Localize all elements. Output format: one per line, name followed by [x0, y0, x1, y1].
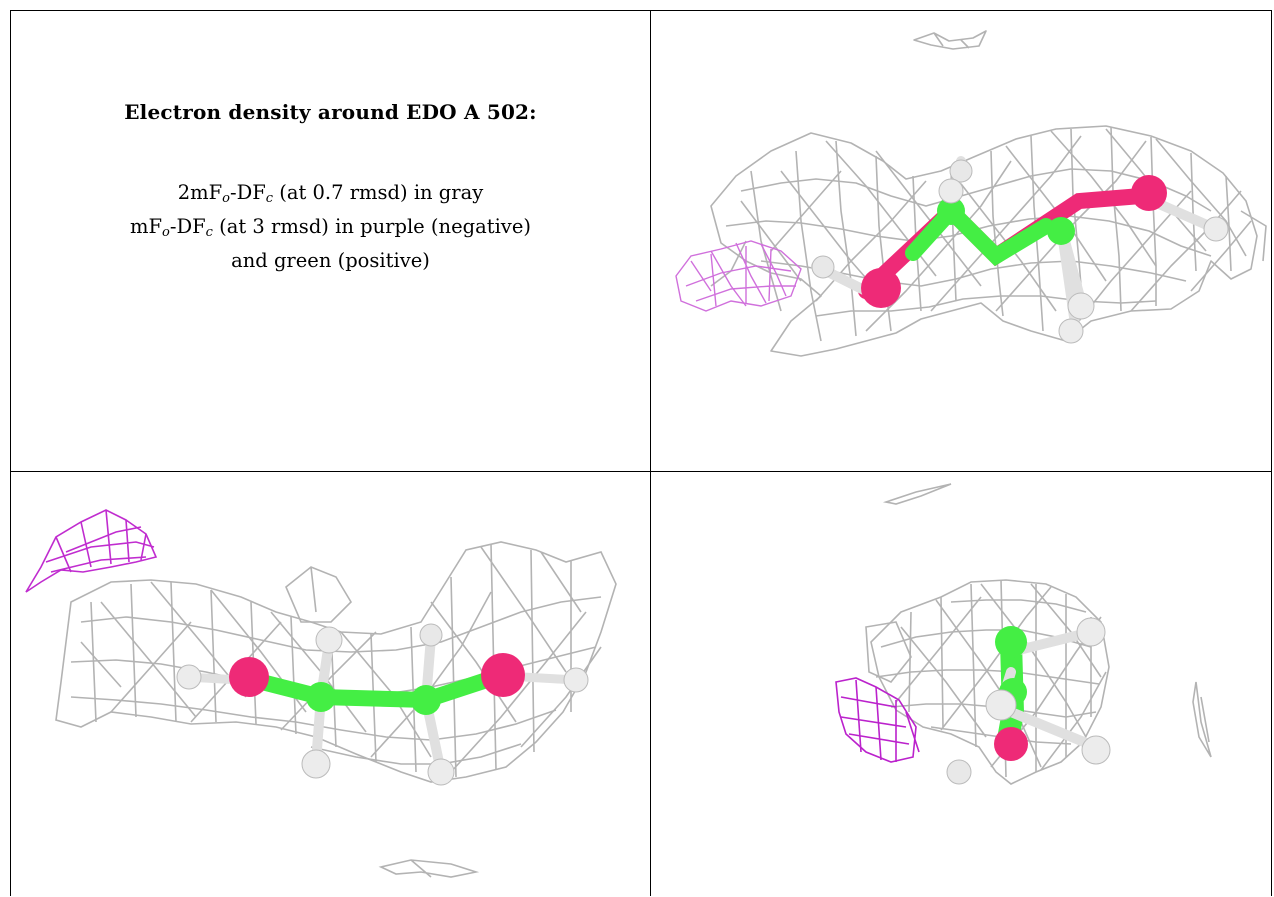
- density-panel-bottom-right: [651, 472, 1271, 896]
- legend-line-2fofc: 2mFo-DFc (at 0.7 rmsd) in gray: [177, 181, 484, 206]
- legend-line-positive: and green (positive): [231, 249, 430, 272]
- purple-mesh-icon: [675, 240, 802, 312]
- caption-title: Electron density around EDO A 502:: [124, 100, 537, 124]
- edo-molecule-icon: [176, 623, 589, 786]
- legend-line-fofc: mFo-DFc (at 3 rmsd) in purple (negative): [130, 215, 531, 240]
- purple-mesh-icon: [25, 509, 158, 593]
- gray-mesh-icon: [865, 483, 1212, 785]
- border-right: [1271, 10, 1272, 896]
- purple-mesh-icon: [835, 677, 920, 763]
- caption-legend: 2mFo-DFc (at 0.7 rmsd) in gray mFo-DFc (…: [130, 179, 531, 275]
- density-view-3: [835, 483, 1212, 785]
- density-panel-top-right: [651, 11, 1271, 471]
- figure-table: Electron density around EDO A 502: 2mFo-…: [10, 10, 1272, 896]
- border-top: [10, 10, 1272, 11]
- caption-cell: Electron density around EDO A 502: 2mFo-…: [11, 11, 650, 471]
- density-view-1: [675, 30, 1267, 357]
- density-view-2: [25, 509, 617, 878]
- gray-mesh-icon: [710, 30, 1267, 357]
- border-center: [650, 10, 651, 896]
- gray-mesh-icon: [55, 541, 617, 878]
- edo-molecule-icon: [946, 617, 1111, 785]
- border-middle: [10, 471, 1272, 472]
- edo-molecule-icon: [811, 156, 1229, 344]
- border-left: [10, 10, 11, 896]
- density-panel-bottom-left: [11, 472, 650, 896]
